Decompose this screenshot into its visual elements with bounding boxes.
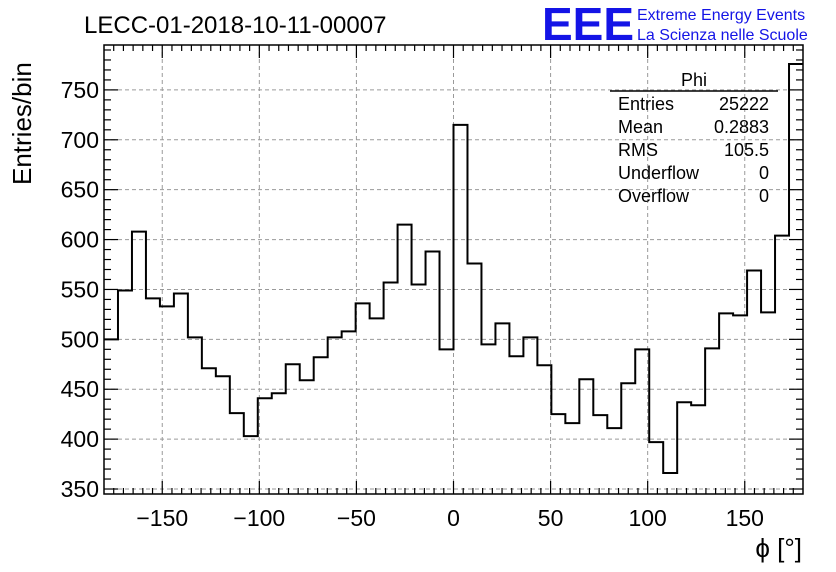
histogram-layer xyxy=(104,62,803,494)
stats-title: Phi xyxy=(681,70,707,90)
x-axis-title: ϕ [°] xyxy=(755,533,802,563)
histogram-bin xyxy=(328,337,342,494)
x-tick-label: 100 xyxy=(628,505,666,531)
histogram-bin xyxy=(551,414,565,494)
stats-value: 25222 xyxy=(719,94,769,114)
histogram-bin xyxy=(747,270,761,494)
y-tick-label: 450 xyxy=(61,376,99,402)
histogram-bin xyxy=(649,442,663,494)
histogram-bin xyxy=(663,473,677,494)
histogram-bin xyxy=(258,398,272,494)
stats-value: 105.5 xyxy=(724,140,769,160)
stats-label: Overflow xyxy=(618,186,690,206)
histogram-bin xyxy=(607,428,621,494)
y-tick-label: 550 xyxy=(61,276,99,302)
histogram-bin xyxy=(370,318,384,494)
histogram-bin xyxy=(300,380,314,494)
y-tick-label: 400 xyxy=(61,426,99,452)
logo-line-1: Extreme Energy Events xyxy=(637,7,805,24)
logo: EEE Extreme Energy Events La Scienza nel… xyxy=(542,0,808,50)
y-tick-label: 700 xyxy=(61,127,99,153)
logo-mark: EEE xyxy=(542,0,634,50)
x-tick-label: −50 xyxy=(337,505,376,531)
histogram-bin xyxy=(132,232,146,494)
histogram-bin xyxy=(719,313,733,494)
histogram-bin xyxy=(202,368,216,494)
stats-value: 0 xyxy=(759,163,769,183)
histogram-bin xyxy=(118,290,132,494)
histogram-bin xyxy=(272,393,286,494)
histogram-bin xyxy=(677,402,691,494)
histogram-bin xyxy=(635,349,649,494)
histogram-bin xyxy=(216,376,230,494)
histogram-bin xyxy=(188,337,202,494)
chart-title: LECC-01-2018-10-11-00007 xyxy=(84,12,386,39)
histogram-bin xyxy=(481,344,495,494)
histogram-bin xyxy=(426,252,440,494)
histogram-bin xyxy=(244,436,258,494)
histogram-bin xyxy=(495,323,509,494)
x-tick-label: 50 xyxy=(538,505,564,531)
histogram-bin xyxy=(160,306,174,494)
tick-labels: −150 −100 −50 0 50 100 150 350 400 450 500 550 600 65… xyxy=(61,77,764,531)
logo-line-2: La Scienza nelle Scuole xyxy=(637,27,808,44)
histogram-bin xyxy=(691,405,705,494)
histogram-bin xyxy=(775,236,789,494)
histogram-bin xyxy=(314,357,328,494)
histogram-bin xyxy=(174,293,188,494)
histogram-bin xyxy=(440,349,454,494)
histogram-bin xyxy=(454,125,468,494)
histogram-bin xyxy=(104,339,118,494)
histogram-bin xyxy=(523,337,537,494)
histogram-bin xyxy=(467,264,481,494)
histogram-bin xyxy=(565,423,579,494)
stats-value: 0.2883 xyxy=(714,117,769,137)
histogram-bin xyxy=(230,413,244,494)
y-tick-label: 500 xyxy=(61,326,99,352)
stats-rows: Entries 25222 Mean 0.2883 RMS 105.5 Underflow 0… xyxy=(618,94,769,206)
axis-ticks xyxy=(104,45,803,494)
histogram-bin xyxy=(412,284,426,494)
y-axis-title: Entries/bin xyxy=(7,62,37,185)
histogram-bin xyxy=(621,383,635,494)
x-tick-label: 0 xyxy=(447,505,460,531)
x-tick-label: 150 xyxy=(726,505,764,531)
stats-label: Entries xyxy=(618,94,674,114)
histogram-bin xyxy=(286,364,300,494)
stats-label: Underflow xyxy=(618,163,700,183)
y-tick-label: 600 xyxy=(61,227,99,253)
histogram-bin xyxy=(733,315,747,494)
histogram-outline xyxy=(104,62,803,475)
histogram-bin xyxy=(579,379,593,494)
stats-label: RMS xyxy=(618,140,658,160)
histogram-bin xyxy=(537,365,551,494)
histogram-bin xyxy=(509,356,523,494)
histogram-bin xyxy=(705,348,719,494)
x-tick-label: −150 xyxy=(136,505,188,531)
stats-label: Mean xyxy=(618,117,663,137)
y-tick-label: 650 xyxy=(61,177,99,203)
histogram-bin xyxy=(398,225,412,494)
stats-box: Phi Entries 25222 Mean 0.2883 RMS 105.5 Underf… xyxy=(610,70,778,206)
stats-value: 0 xyxy=(759,186,769,206)
histogram-bin xyxy=(761,312,775,494)
histogram-bin xyxy=(146,298,160,494)
histogram-bin xyxy=(384,282,398,494)
histogram-bin xyxy=(356,303,370,494)
y-tick-label: 350 xyxy=(61,476,99,502)
x-tick-label: −100 xyxy=(233,505,285,531)
y-tick-label: 750 xyxy=(61,77,99,103)
histogram-bin xyxy=(342,331,356,494)
histogram-bin xyxy=(593,415,607,494)
